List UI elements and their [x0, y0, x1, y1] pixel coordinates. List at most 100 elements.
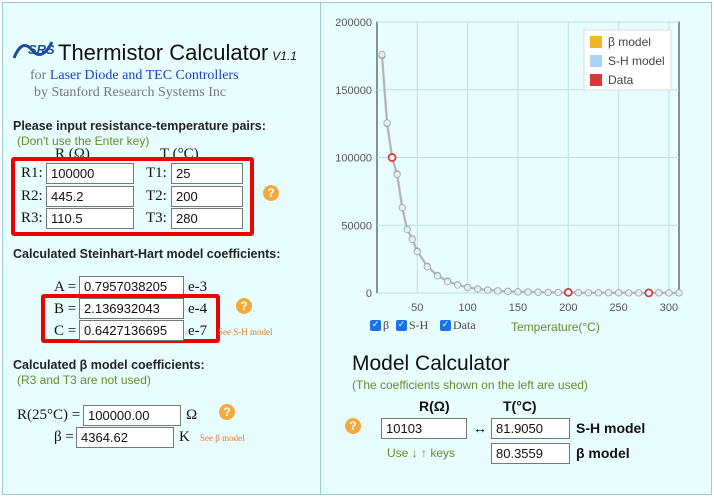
mc-keys-hint: Use ↓ ↑ keys — [387, 446, 456, 460]
data-checkbox[interactable]: ✓ — [440, 320, 451, 331]
sh-point — [635, 289, 643, 297]
beta-note: (R3 and T3 are not used) — [17, 373, 151, 387]
see-beta-model-link[interactable]: See β model — [200, 433, 245, 443]
sh-point — [534, 288, 542, 296]
beta-checkbox[interactable]: ✓ — [370, 320, 381, 331]
x-tick-label: 150 — [509, 302, 527, 314]
a-label: A = — [54, 279, 77, 295]
chart-x-axis-label: Temperature(°C) — [511, 320, 600, 334]
x-tick-label: 250 — [609, 302, 627, 314]
mc-beta-temp-field[interactable] — [491, 443, 570, 464]
sh-point — [413, 248, 421, 256]
data-point — [644, 288, 654, 298]
mc-r-header: R(Ω) — [419, 398, 450, 414]
y-tick-label: 150000 — [335, 85, 372, 97]
pairs-help-icon[interactable]: ? — [263, 185, 279, 201]
pairs-note: (Don't use the Enter key) — [17, 134, 150, 148]
legend-label: β model — [608, 35, 651, 49]
sh-point — [408, 235, 416, 244]
sh-point — [625, 289, 633, 297]
version-label: V1.1 — [272, 49, 297, 63]
sh-point — [474, 285, 482, 293]
y-tick-label: 200000 — [335, 17, 372, 29]
pairs-heading: Please input resistance-temperature pair… — [13, 119, 266, 133]
beta-help-icon[interactable]: ? — [219, 404, 235, 420]
pairs-highlight-box — [11, 157, 254, 236]
bc-highlight-box — [41, 294, 220, 343]
c-unit: e-7 — [188, 323, 208, 339]
r2-input[interactable] — [46, 186, 134, 207]
sh-point — [675, 289, 683, 297]
r1-label: R1: — [21, 165, 43, 181]
c-value-field[interactable] — [79, 320, 184, 341]
model-calc-help-icon[interactable]: ? — [345, 418, 361, 434]
sh-help-icon[interactable]: ? — [236, 298, 252, 314]
b-value-field[interactable] — [79, 298, 184, 319]
a-value-field[interactable] — [79, 276, 184, 297]
sh-point — [514, 288, 522, 296]
sh-point — [544, 288, 552, 296]
srs-logo-icon: SRS — [12, 36, 54, 64]
data-point — [563, 287, 573, 297]
r3-input[interactable] — [46, 208, 134, 229]
r1-input[interactable] — [46, 163, 134, 184]
sh-point — [594, 289, 603, 297]
beta-heading: Calculated β model coefficients: — [13, 358, 205, 372]
mc-bidirectional-arrow: ↔ — [473, 420, 487, 436]
data-toggle-label: Data — [453, 318, 476, 332]
subtitle-company: by Stanford Research Systems Inc — [34, 85, 227, 100]
t2-input[interactable] — [171, 186, 243, 207]
sh-point — [584, 289, 592, 297]
mc-resistance-input[interactable] — [381, 418, 467, 439]
see-sh-model-link[interactable]: See S-H model — [218, 327, 273, 337]
x-tick-label: 200 — [559, 302, 577, 314]
y-tick-label: 50000 — [341, 220, 372, 232]
mc-sh-temp-field[interactable] — [491, 418, 570, 439]
controllers-link[interactable]: Laser Diode and TEC Controllers — [49, 68, 239, 83]
sh-point — [574, 289, 582, 297]
sh-heading: Calculated Steinhart-Hart model coeffici… — [13, 247, 281, 261]
sh-point — [443, 278, 452, 286]
r25-value-field[interactable] — [83, 405, 181, 426]
panel-divider — [320, 2, 321, 495]
sh-point — [604, 289, 613, 297]
sh-point — [494, 287, 502, 295]
b-unit: e-4 — [188, 301, 208, 317]
sh-point — [504, 287, 512, 296]
t2-label: T2: — [146, 188, 167, 204]
sh-checkbox[interactable]: ✓ — [396, 320, 407, 331]
logo-text: SRS — [28, 42, 54, 57]
mc-beta-model-label: β model — [576, 445, 630, 461]
sh-toggle-label: S-H — [409, 318, 429, 332]
x-tick-label: 50 — [411, 302, 423, 314]
sh-point — [403, 225, 411, 234]
legend-swatch — [590, 55, 602, 67]
sh-point — [433, 272, 442, 280]
x-tick-label: 300 — [660, 302, 678, 314]
t3-label: T3: — [146, 210, 167, 226]
model-calculator-note: (The coefficients shown on the left are … — [352, 378, 588, 392]
r25-label: R(25°C) = — [17, 407, 81, 423]
x-tick-label: 100 — [458, 302, 476, 314]
beta-value-field[interactable] — [76, 427, 174, 448]
r25-unit: Ω — [186, 407, 198, 423]
beta-label: β = — [54, 429, 74, 445]
y-tick-label: 0 — [366, 288, 372, 300]
sh-point — [665, 289, 673, 297]
t3-input[interactable] — [171, 208, 243, 229]
subtitle-line: for Laser Diode and TEC Controllers — [30, 68, 239, 83]
t1-label: T1: — [146, 165, 167, 181]
sh-series-line — [381, 54, 679, 294]
b-label: B = — [54, 301, 77, 317]
sh-point — [398, 204, 406, 212]
legend-swatch — [590, 74, 602, 86]
r2-label: R2: — [21, 188, 43, 204]
app-title: Thermistor Calculator V1.1 — [58, 40, 297, 65]
mc-t-header: T(°C) — [503, 398, 537, 414]
legend-label: S-H model — [608, 54, 665, 68]
t1-input[interactable] — [171, 163, 243, 184]
sh-point — [614, 289, 623, 297]
sh-point — [378, 50, 386, 59]
legend-swatch — [590, 36, 602, 48]
sh-point — [655, 289, 663, 297]
